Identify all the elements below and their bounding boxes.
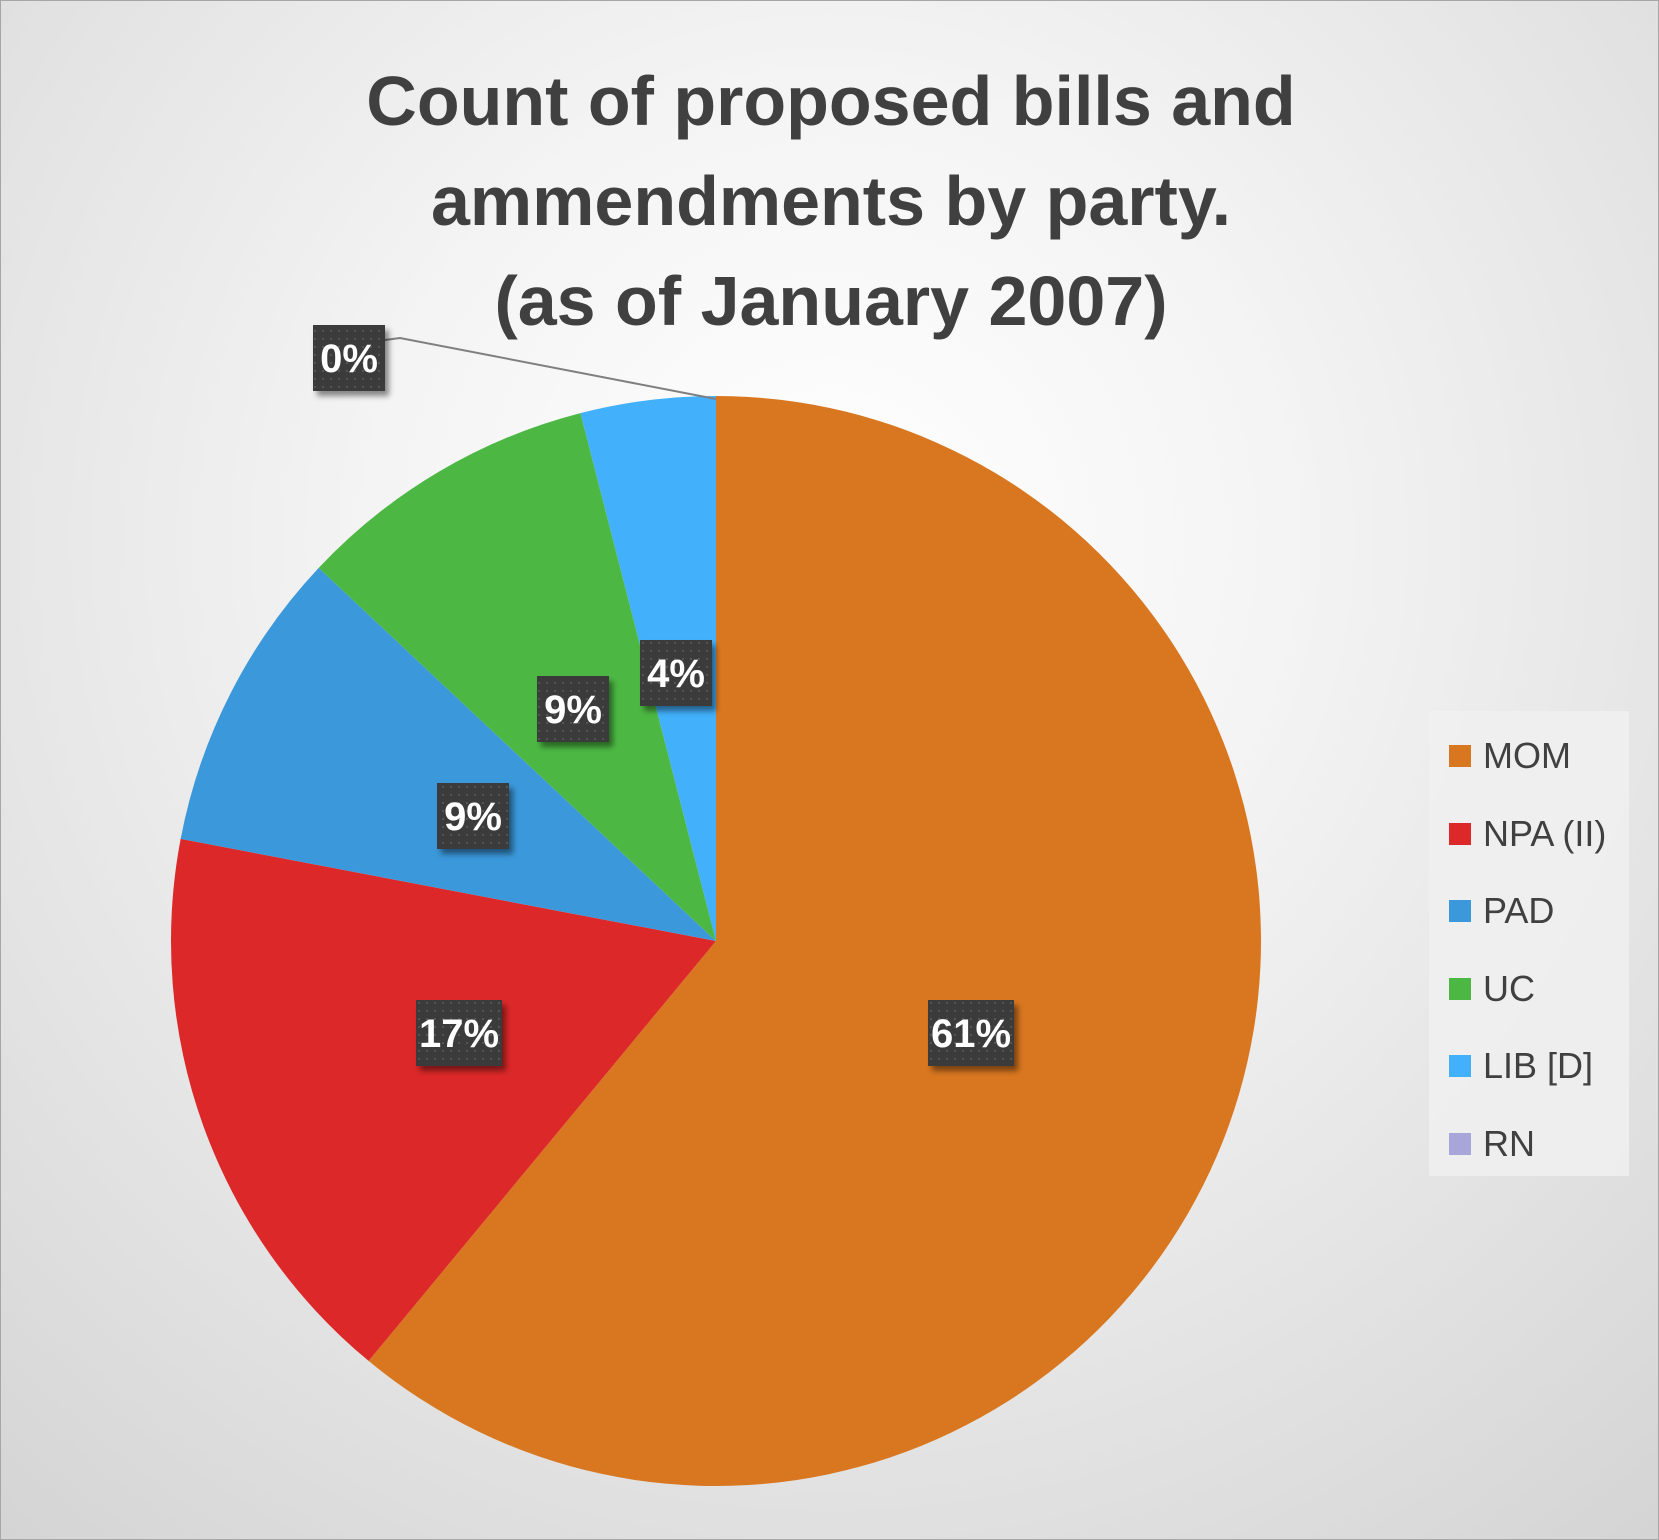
- chart-title-line-1: Count of proposed bills and: [366, 62, 1296, 140]
- chart-title-line-3: (as of January 2007): [494, 262, 1168, 340]
- slice-uc: [318, 413, 716, 941]
- legend-swatch-pad: [1449, 900, 1471, 922]
- slice-pad: [180, 567, 716, 941]
- legend-swatch-lib-d: [1449, 1055, 1471, 1077]
- legend-item-npa-ii: NPA (II): [1449, 809, 1606, 859]
- svg-text:61%: 61%: [931, 1012, 1011, 1056]
- chart-title: Count of proposed bills and ammendments …: [231, 51, 1431, 351]
- data-label-lib-d: 4%: [640, 640, 712, 706]
- svg-text:9%: 9%: [444, 795, 502, 839]
- legend-item-uc: UC: [1449, 964, 1535, 1014]
- legend-swatch-rn: [1449, 1132, 1471, 1155]
- legend-label-pad: PAD: [1483, 890, 1555, 931]
- legend-swatch-mom: [1449, 745, 1471, 767]
- chart-title-line-2: ammendments by party.: [430, 162, 1232, 240]
- legend-label-mom: MOM: [1483, 735, 1571, 776]
- legend-label-lib-d: LIB [D]: [1483, 1045, 1594, 1086]
- legend-item-lib-d: LIB [D]: [1449, 1041, 1593, 1091]
- data-label-uc: 9%: [537, 676, 609, 742]
- legend-swatch-uc: [1449, 977, 1471, 1000]
- leader-line-rn: [384, 336, 717, 400]
- svg-text:9%: 9%: [544, 688, 602, 732]
- legend-swatch-npa-ii: [1449, 822, 1471, 845]
- legend-label-uc: UC: [1483, 967, 1535, 1009]
- chart-legend: MOM NPA (II) PAD UC LIB [D] RN: [1429, 711, 1629, 1176]
- data-label-mom: 61%: [928, 1000, 1014, 1066]
- slice-mom: [368, 396, 1262, 1486]
- legend-item-rn: RN: [1449, 1119, 1535, 1169]
- legend-label-rn: RN: [1483, 1122, 1535, 1164]
- data-label-npa-ii: 17%: [416, 1000, 502, 1066]
- legend-item-mom: MOM: [1449, 731, 1571, 781]
- legend-label-npa-ii: NPA (II): [1483, 812, 1607, 854]
- legend-item-pad: PAD: [1449, 886, 1554, 936]
- svg-text:4%: 4%: [647, 652, 705, 696]
- svg-text:17%: 17%: [419, 1012, 499, 1056]
- svg-text:0%: 0%: [320, 337, 378, 381]
- slice-npa-ii: [171, 838, 717, 1361]
- data-label-rn: 0%: [313, 325, 385, 391]
- data-label-pad: 9%: [437, 783, 509, 849]
